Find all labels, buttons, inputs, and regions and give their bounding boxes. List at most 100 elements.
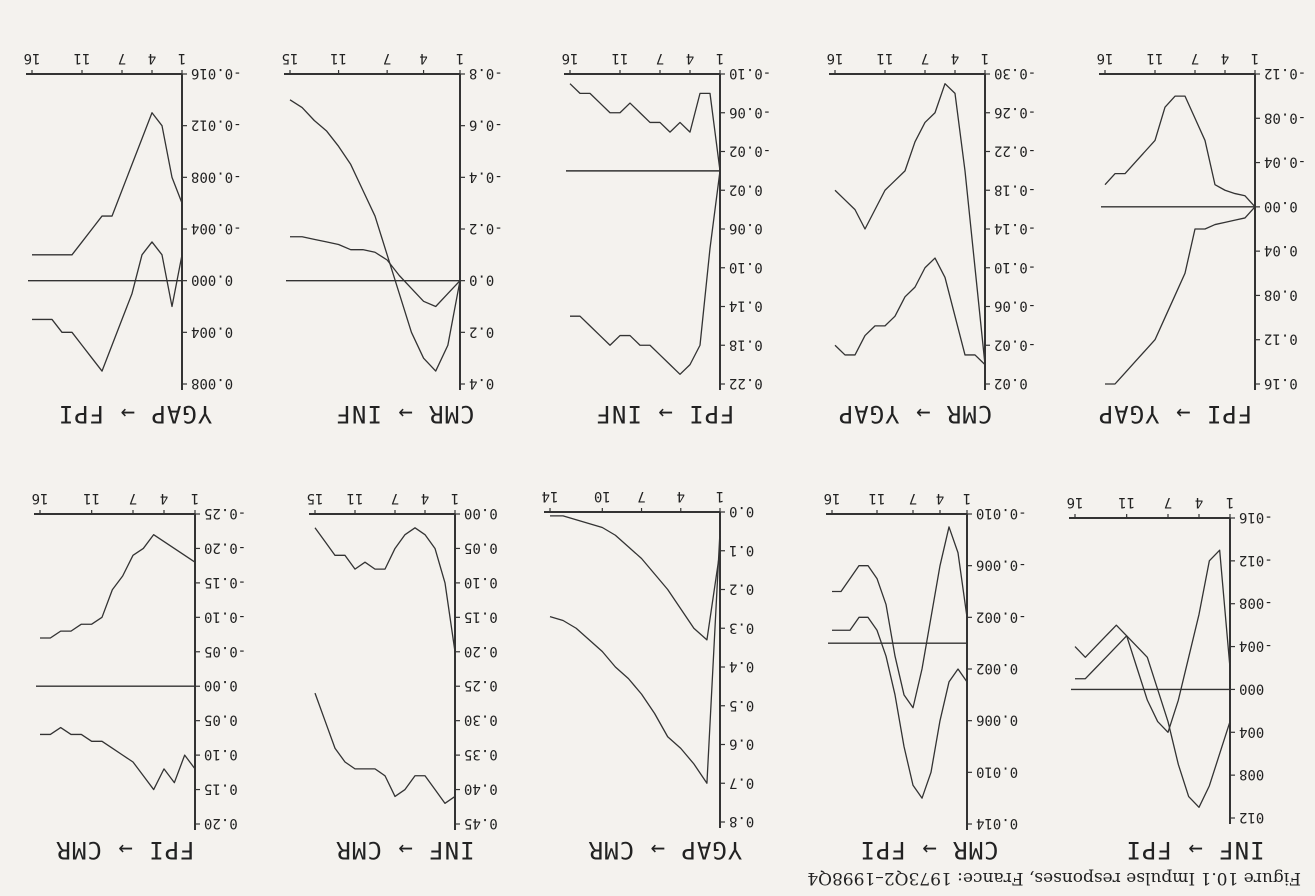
series-line-1 bbox=[1074, 549, 1231, 733]
y-tick-label: -016 bbox=[1239, 509, 1273, 525]
x-tick-label: 15 bbox=[282, 50, 299, 66]
x-tick-label: 15 bbox=[307, 490, 324, 506]
y-tick-label: -0.012 bbox=[191, 117, 242, 133]
y-tick-label: -0.30 bbox=[994, 65, 1036, 81]
x-tick-label: 16 bbox=[824, 490, 841, 506]
y-tick-label: -0.15 bbox=[204, 574, 246, 590]
y-tick-label: 0.2 bbox=[729, 581, 754, 597]
x-tick-label: 1 bbox=[716, 488, 724, 504]
y-tick-label: -0.25 bbox=[204, 505, 246, 521]
panel-6: -0.12 -0.08 -0.04 0.00 0.04 0.08 0.12 0.16 1 4 7 11… bbox=[1097, 50, 1307, 391]
x-tick-label: 7 bbox=[383, 50, 391, 66]
y-tick-label: 0.014 bbox=[976, 815, 1018, 831]
y-tick-label: 0.20 bbox=[464, 643, 498, 659]
series-line-2 bbox=[1104, 95, 1256, 208]
x-tick-label: 4 bbox=[160, 490, 168, 506]
y-tick-label: -0.26 bbox=[994, 104, 1036, 120]
y-tick-label: 0.000 bbox=[191, 272, 233, 288]
series-line-1 bbox=[832, 526, 968, 709]
y-tick-label: 0.00 bbox=[464, 505, 498, 521]
y-tick-label: -004 bbox=[1239, 638, 1273, 654]
series-line-2 bbox=[1075, 635, 1231, 808]
y-tick-label: -012 bbox=[1239, 552, 1273, 568]
y-tick-label: 0.14 bbox=[729, 298, 763, 314]
y-tick-label: -0.14 bbox=[994, 220, 1036, 236]
y-tick-label: 0.02 bbox=[994, 375, 1028, 391]
y-tick-label: -0.04 bbox=[1264, 154, 1306, 170]
x-tick-label: 4 bbox=[421, 490, 429, 506]
y-tick-label: 0.6 bbox=[729, 736, 754, 752]
panel-5: -0.25 -0.20 -0.15 -0.10 -0.05 0.00 0.05 0.10 0.1… bbox=[32, 490, 247, 831]
series-line-1 bbox=[314, 527, 456, 652]
y-tick-label: 0.8 bbox=[729, 813, 754, 829]
y-tick-label: -0.008 bbox=[191, 168, 242, 184]
y-tick-label: 0.0 bbox=[729, 503, 754, 519]
x-tick-label: 14 bbox=[542, 488, 559, 504]
y-tick-label: 0.10 bbox=[204, 746, 238, 762]
y-tick-label: -0.06 bbox=[729, 104, 771, 120]
y-tick-label: 0.16 bbox=[1264, 375, 1298, 391]
x-tick-label: 4 bbox=[677, 488, 685, 504]
y-tick-label: 0.10 bbox=[729, 259, 763, 275]
panel-7: -0.30 -0.26 -0.22 -0.18 -0.14 -0.10 -0.06 -0.02… bbox=[827, 50, 1037, 391]
x-tick-label: 11 bbox=[347, 490, 364, 506]
x-tick-label: 4 bbox=[1195, 494, 1203, 510]
y-tick-label: 0.002 bbox=[976, 660, 1018, 676]
y-tick-label: 0.7 bbox=[729, 774, 754, 790]
y-tick-label: -0.05 bbox=[204, 643, 246, 659]
y-tick-label: 0.0 bbox=[469, 272, 494, 288]
y-tick-label: -0.10 bbox=[994, 259, 1036, 275]
panel-1: -016 -012 -008 -004 000 004 008 012 1 4 7 11 16 bbox=[1067, 494, 1273, 825]
x-tick-label: 7 bbox=[921, 50, 929, 66]
y-tick-label: 0.008 bbox=[191, 375, 233, 391]
y-tick-label: -0.004 bbox=[191, 220, 242, 236]
y-tick-label: 0.1 bbox=[729, 542, 754, 558]
x-tick-label: 11 bbox=[612, 50, 629, 66]
x-tick-label: 16 bbox=[1067, 494, 1084, 510]
y-tick-label: 0.010 bbox=[976, 763, 1018, 779]
series-line-1 bbox=[550, 515, 721, 641]
panel-9: -0.8 -0.6 -0.4 -0.2 0.0 0.2 0.4 1 4 7 11 15 bbox=[282, 50, 503, 391]
y-tick-label: 0.004 bbox=[191, 323, 233, 339]
x-tick-label: 7 bbox=[391, 490, 399, 506]
x-tick-label: 7 bbox=[129, 490, 137, 506]
y-tick-label: -0.10 bbox=[204, 608, 246, 624]
x-tick-label: 16 bbox=[562, 50, 579, 66]
x-tick-label: 4 bbox=[1221, 50, 1229, 66]
x-tick-label: 10 bbox=[594, 488, 611, 504]
x-tick-label: 11 bbox=[330, 50, 347, 66]
x-tick-label: 7 bbox=[656, 50, 664, 66]
series-line-1 bbox=[1105, 206, 1256, 385]
y-tick-label: -0.002 bbox=[976, 608, 1027, 624]
y-tick-label: 0.4 bbox=[469, 375, 494, 391]
x-tick-label: 4 bbox=[148, 50, 156, 66]
x-tick-label: 4 bbox=[951, 50, 959, 66]
series-line-2 bbox=[834, 83, 986, 365]
series-line-1 bbox=[32, 241, 183, 372]
y-tick-label: -0.08 bbox=[1264, 109, 1306, 125]
x-tick-label: 1 bbox=[456, 50, 464, 66]
y-tick-label: -0.20 bbox=[204, 539, 246, 555]
y-tick-label: -0.006 bbox=[976, 557, 1027, 573]
series-line-2 bbox=[549, 531, 721, 784]
x-tick-label: 16 bbox=[827, 50, 844, 66]
x-tick-label: 7 bbox=[909, 490, 917, 506]
y-tick-label: -0.2 bbox=[469, 220, 503, 236]
y-tick-label: -0.06 bbox=[994, 298, 1036, 314]
y-tick-label: 0.05 bbox=[204, 712, 238, 728]
y-tick-label: 0.08 bbox=[1264, 286, 1298, 302]
x-tick-label: 4 bbox=[936, 490, 944, 506]
panel-10: -0.016 -0.012 -0.008 -0.004 0.000 0.004 0.008 1… bbox=[24, 50, 242, 391]
y-tick-label: 0.5 bbox=[729, 697, 754, 713]
y-tick-label: 0.10 bbox=[464, 574, 498, 590]
y-tick-label: 0.45 bbox=[464, 815, 498, 831]
x-tick-label: 11 bbox=[83, 490, 100, 506]
series-line-2 bbox=[314, 692, 456, 804]
y-tick-label: 0.3 bbox=[729, 619, 754, 635]
x-tick-label: 1 bbox=[963, 490, 971, 506]
y-tick-label: 000 bbox=[1239, 680, 1264, 696]
x-tick-label: 1 bbox=[178, 50, 186, 66]
y-tick-label: -0.02 bbox=[729, 143, 771, 159]
series-line-1 bbox=[834, 257, 986, 366]
